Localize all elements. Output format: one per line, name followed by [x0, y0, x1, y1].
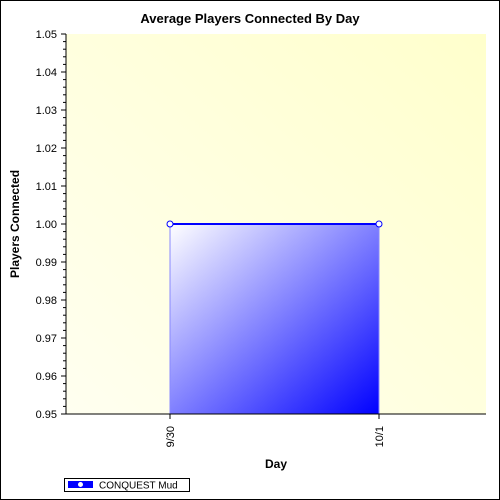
y-tick-label: 1.04 — [36, 67, 57, 79]
x-axis-ticks: 9/30 10/1 — [165, 414, 386, 447]
series-points — [166, 220, 383, 228]
y-tick-label: 0.98 — [36, 295, 57, 307]
legend-box — [64, 478, 190, 492]
y-tick-label: 0.99 — [36, 257, 57, 269]
legend-marker — [77, 481, 84, 488]
data-point — [375, 220, 383, 228]
y-tick-label: 0.97 — [36, 333, 57, 345]
y-tick-label: 1.03 — [36, 105, 57, 117]
y-axis-label: Players Connected — [8, 170, 22, 278]
x-tick-label: 10/1 — [374, 426, 386, 447]
y-tick-label: 0.95 — [36, 409, 57, 421]
y-tick-label: 1.01 — [36, 181, 57, 193]
legend-label: CONQUEST Mud — [99, 481, 178, 492]
y-tick-label: 1.05 — [36, 29, 57, 41]
data-point — [166, 220, 174, 228]
series-area-layer — [169, 223, 380, 414]
y-tick-label: 0.96 — [36, 371, 57, 383]
y-axis-ticks: 0.95 0.96 0.97 0.98 0.99 1.00 1.01 1.02 1.03 1.04… — [36, 29, 66, 421]
legend: CONQUEST Mud — [64, 478, 190, 492]
series-area-fill — [170, 224, 379, 414]
chart-title: Average Players Connected By Day — [140, 11, 360, 26]
x-axis-label: Day — [265, 457, 287, 471]
y-tick-label: 1.00 — [36, 219, 57, 231]
x-tick-label: 9/30 — [165, 426, 177, 447]
y-tick-label: 1.02 — [36, 143, 57, 155]
